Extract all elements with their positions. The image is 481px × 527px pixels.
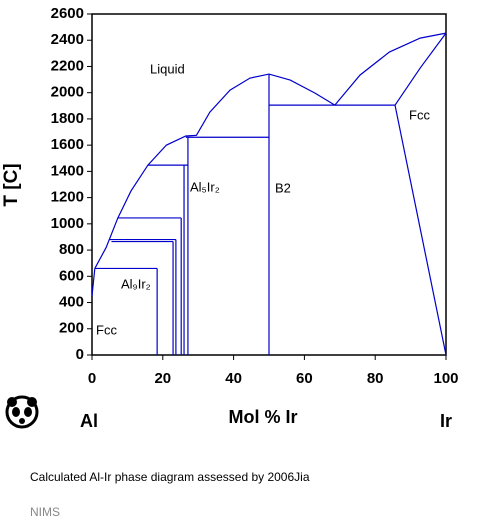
phase-label: Fcc: [96, 322, 117, 337]
component-label: Al: [80, 411, 98, 431]
component-label: Ir: [440, 411, 452, 431]
y-tick-label: 2600: [51, 5, 84, 22]
phase-label: Al₉Ir₂: [121, 276, 151, 291]
x-tick-label: 40: [225, 370, 242, 387]
x-axis-label: Mol % Ir: [228, 407, 297, 427]
source: NIMS: [30, 505, 60, 519]
y-tick-label: 200: [59, 320, 84, 337]
y-tick-label: 1800: [51, 110, 84, 127]
phase-label: Fcc: [409, 107, 430, 122]
phase-label: Al₅Ir₂: [190, 179, 220, 194]
y-tick-label: 600: [59, 267, 84, 284]
y-tick-label: 2400: [51, 31, 84, 48]
x-tick-label: 60: [296, 370, 313, 387]
y-tick-label: 1600: [51, 136, 84, 153]
phase-boundary: [91, 268, 96, 297]
phase-boundary: [94, 32, 447, 269]
x-tick-label: 20: [154, 370, 171, 387]
y-tick-label: 1000: [51, 215, 84, 232]
y-tick-label: 1400: [51, 162, 84, 179]
phase-label: Liquid: [150, 61, 185, 76]
y-tick-label: 0: [76, 346, 84, 363]
y-tick-label: 800: [59, 241, 84, 258]
y-tick-label: 400: [59, 294, 84, 311]
logo: [5, 395, 39, 429]
phase-boundary: [394, 32, 447, 106]
phase-boundary: [394, 105, 447, 356]
y-tick-label: 1200: [51, 189, 84, 206]
x-tick-label: 100: [433, 370, 458, 387]
x-tick-label: 0: [88, 370, 96, 387]
y-tick-label: 2000: [51, 84, 84, 101]
phase-label: B2: [275, 180, 291, 195]
caption: Calculated Al-Ir phase diagram assessed …: [30, 470, 310, 484]
y-tick-label: 2200: [51, 57, 84, 74]
y-axis-label: T [C]: [1, 163, 22, 206]
x-tick-label: 80: [367, 370, 384, 387]
